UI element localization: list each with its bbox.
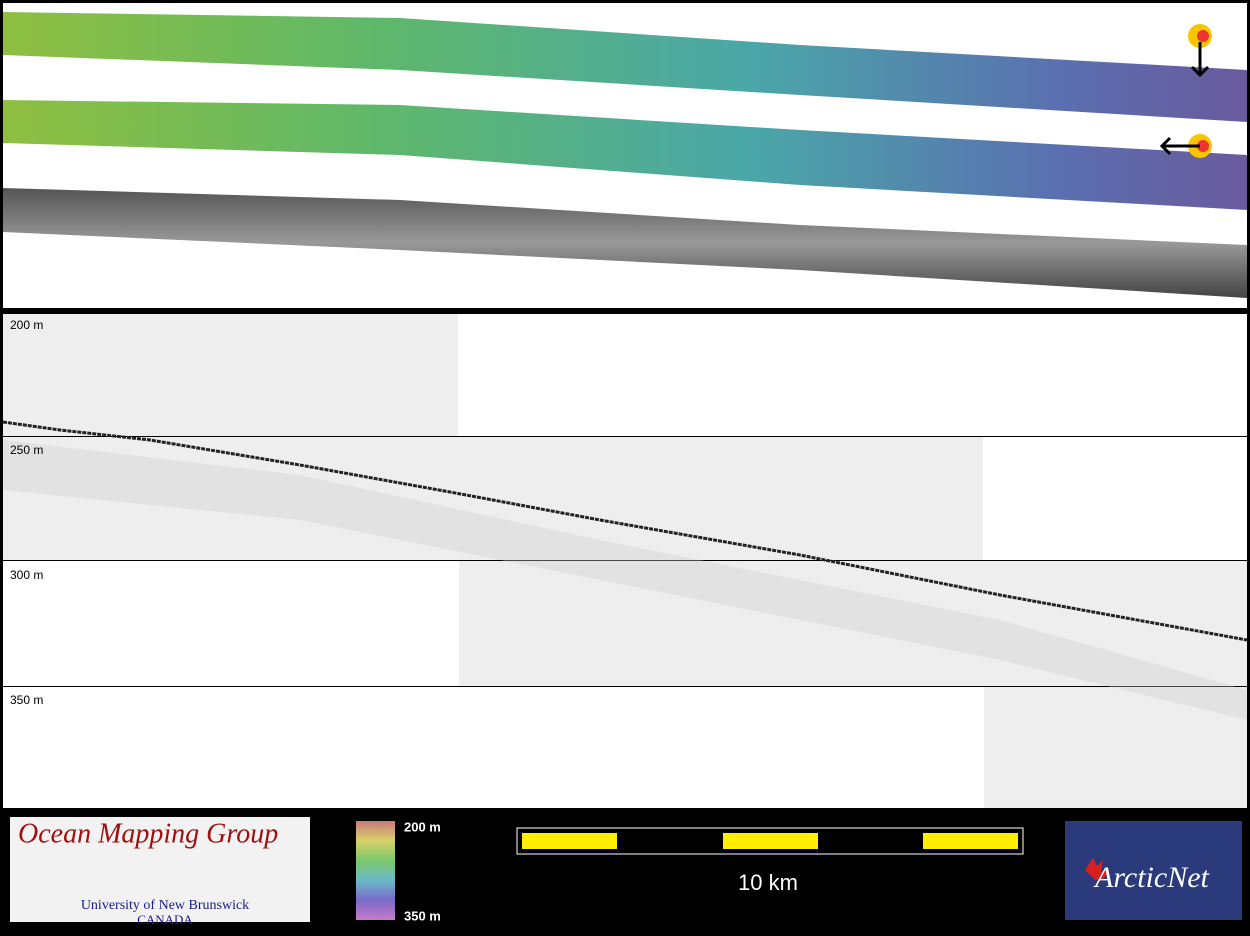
profile-segment xyxy=(459,561,1247,686)
depth-label: 350 m xyxy=(10,693,43,707)
depth-label: 200 m xyxy=(10,318,43,332)
scale-bar-segments xyxy=(522,833,1018,849)
color-scale xyxy=(356,821,395,920)
depth-label: 250 m xyxy=(10,443,43,457)
seafloor-reflector xyxy=(2,420,1248,642)
sun-icon xyxy=(1159,134,1212,158)
omg-logo xyxy=(10,817,310,922)
sun-icon xyxy=(1188,24,1212,78)
partner-logo-text: ArcticNet xyxy=(1093,861,1210,894)
maple-leaf xyxy=(1085,858,1109,880)
depth-label: 300 m xyxy=(10,568,43,582)
profile-segment xyxy=(3,314,458,436)
logo-university: University of New Brunswick xyxy=(81,898,249,913)
profile-segment xyxy=(3,437,983,560)
color-scale-bottom: 350 m xyxy=(404,908,441,923)
backscatter-swath xyxy=(3,188,1247,298)
logo-title: Ocean Mapping Group xyxy=(18,818,278,849)
row-dividers xyxy=(3,436,1247,687)
sub-bottom-texture xyxy=(3,440,1247,720)
scale-bar-label: 10 km xyxy=(738,870,798,895)
profile-segment xyxy=(984,687,1247,808)
bathymetry-swath xyxy=(3,12,1247,122)
logo-country: CANADA xyxy=(137,912,193,927)
color-scale-top: 200 m xyxy=(404,819,441,834)
bathymetry-swath xyxy=(3,100,1247,210)
